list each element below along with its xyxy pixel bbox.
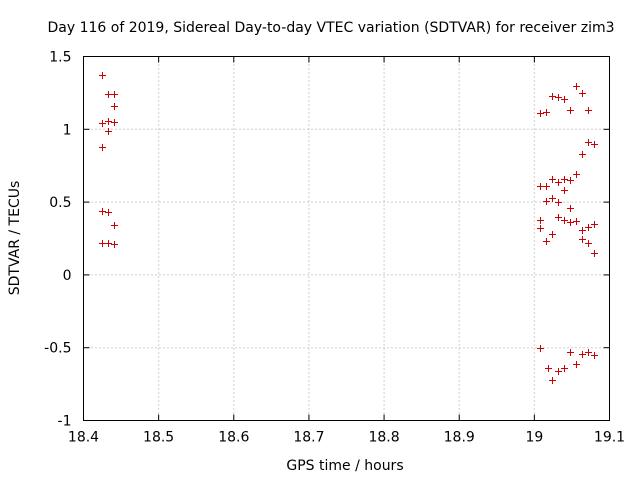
data-point xyxy=(111,103,118,110)
data-point xyxy=(585,240,592,247)
data-point xyxy=(555,214,562,221)
y-tick-label: -1 xyxy=(58,414,72,430)
data-point xyxy=(585,139,592,146)
data-point xyxy=(579,351,586,358)
x-tick-label: 18.5 xyxy=(143,430,174,446)
data-point xyxy=(555,94,562,101)
data-point xyxy=(105,118,112,125)
y-tick-label: 1 xyxy=(63,122,72,138)
data-point xyxy=(105,209,112,216)
data-point xyxy=(537,217,544,224)
data-point xyxy=(579,227,586,234)
data-point xyxy=(99,208,106,215)
data-point xyxy=(591,352,598,359)
plot-frame xyxy=(83,56,610,421)
data-point xyxy=(99,144,106,151)
data-point xyxy=(111,119,118,126)
data-point xyxy=(105,128,112,135)
data-point xyxy=(549,93,556,100)
data-point xyxy=(543,238,550,245)
data-points xyxy=(99,72,598,384)
data-point xyxy=(111,241,118,248)
data-point xyxy=(549,176,556,183)
data-point xyxy=(537,225,544,232)
data-point xyxy=(99,240,106,247)
y-tick-label: 0 xyxy=(63,268,72,284)
data-point xyxy=(591,141,598,148)
data-point xyxy=(99,120,106,127)
data-point xyxy=(561,187,568,194)
data-point xyxy=(555,368,562,375)
x-tick-label: 18.6 xyxy=(218,430,249,446)
data-point xyxy=(555,179,562,186)
data-point xyxy=(561,365,568,372)
data-point xyxy=(111,222,118,229)
x-tick-label: 18.9 xyxy=(444,430,475,446)
data-point xyxy=(105,91,112,98)
data-point xyxy=(585,224,592,231)
data-point xyxy=(579,236,586,243)
data-point xyxy=(549,377,556,384)
data-point xyxy=(567,349,574,356)
data-point xyxy=(549,195,556,202)
y-axis-label: SDTVAR / TECUs xyxy=(7,181,23,296)
data-point xyxy=(543,109,550,116)
x-tick-label: 18.4 xyxy=(68,430,99,446)
data-point xyxy=(567,219,574,226)
data-point xyxy=(579,90,586,97)
data-point xyxy=(537,183,544,190)
grid-lines xyxy=(83,56,610,421)
data-point xyxy=(111,91,118,98)
data-point xyxy=(537,345,544,352)
chart-title: Day 116 of 2019, Sidereal Day-to-day VTE… xyxy=(48,20,615,36)
tick-labels: 18.4 18.5 18.6 18.7 18.8 18.9 19 19.1 1.5 1 0.5 0 -0… xyxy=(44,50,625,446)
x-tick-label: 19.1 xyxy=(594,430,625,446)
data-point xyxy=(573,218,580,225)
data-point xyxy=(555,199,562,206)
data-point xyxy=(573,171,580,178)
data-point xyxy=(561,176,568,183)
data-point xyxy=(99,72,106,79)
data-point xyxy=(573,83,580,90)
data-point xyxy=(585,107,592,114)
data-point xyxy=(567,107,574,114)
data-point xyxy=(537,110,544,117)
data-point xyxy=(543,198,550,205)
x-tick-label: 19 xyxy=(525,430,543,446)
data-point xyxy=(567,177,574,184)
data-point xyxy=(561,217,568,224)
data-point xyxy=(585,349,592,356)
axis-ticks xyxy=(83,56,610,421)
data-point xyxy=(573,361,580,368)
data-point xyxy=(591,221,598,228)
data-point xyxy=(567,205,574,212)
data-point xyxy=(579,151,586,158)
data-point xyxy=(549,231,556,238)
y-tick-label: 1.5 xyxy=(49,50,71,66)
data-point xyxy=(543,183,550,190)
y-tick-label: -0.5 xyxy=(44,341,71,357)
data-point xyxy=(105,240,112,247)
data-point xyxy=(545,365,552,372)
data-point xyxy=(591,250,598,257)
x-axis-label: GPS time / hours xyxy=(286,458,403,474)
x-tick-label: 18.7 xyxy=(293,430,324,446)
y-tick-label: 0.5 xyxy=(49,195,71,211)
x-tick-label: 18.8 xyxy=(368,430,399,446)
data-point xyxy=(561,96,568,103)
